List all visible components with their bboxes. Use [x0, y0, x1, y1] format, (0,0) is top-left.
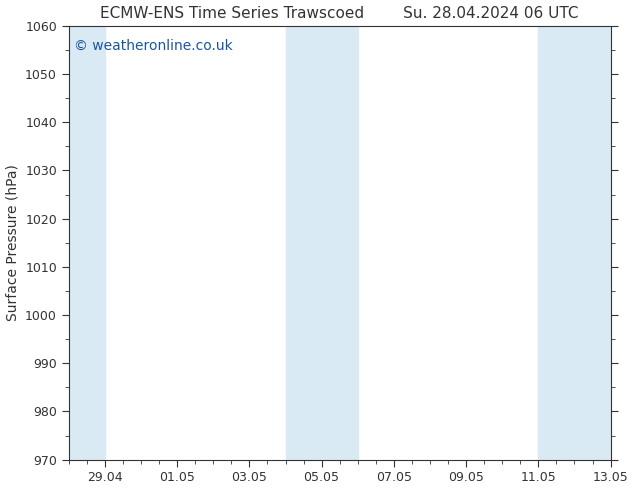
- Title: ECMW-ENS Time Series Trawscoed        Su. 28.04.2024 06 UTC: ECMW-ENS Time Series Trawscoed Su. 28.04…: [100, 5, 579, 21]
- Bar: [69, 26, 105, 460]
- Bar: [538, 26, 611, 460]
- Bar: [285, 26, 358, 460]
- Text: © weatheronline.co.uk: © weatheronline.co.uk: [74, 39, 233, 53]
- Y-axis label: Surface Pressure (hPa): Surface Pressure (hPa): [6, 164, 20, 321]
